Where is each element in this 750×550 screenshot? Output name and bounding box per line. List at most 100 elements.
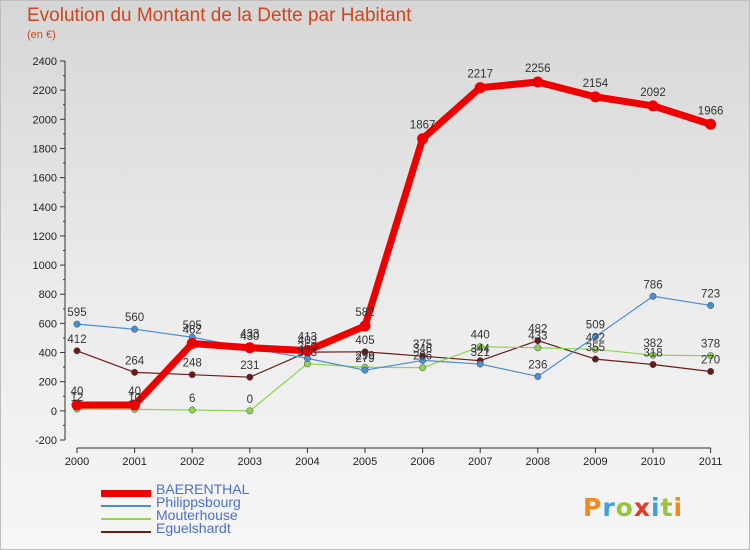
logo-letter: P [583, 493, 603, 522]
series-line-eguelshardt [76, 339, 712, 378]
data-label-mouterhouse: 0 [247, 394, 253, 406]
data-point-eguelshardt [73, 347, 81, 355]
data-point-baerenthal [705, 118, 717, 130]
y-tick-label: 2400 [33, 56, 57, 68]
x-tick-label: 2006 [410, 456, 434, 468]
x-tick-label: 2001 [122, 456, 146, 468]
data-point-baerenthal [417, 133, 429, 145]
y-tick-label: 200 [39, 377, 57, 389]
y-tick-label: 1000 [33, 260, 57, 272]
x-tick-label: 2004 [295, 456, 319, 468]
data-point-baerenthal [186, 338, 198, 350]
logo-letter: r [602, 493, 616, 522]
proxiti-logo: Proxiti [583, 493, 683, 522]
data-point-eguelshardt [707, 368, 715, 375]
data-label-eguelshardt: 482 [528, 324, 547, 336]
x-tick-label: 2010 [641, 456, 665, 468]
data-label-mouterhouse: 422 [586, 332, 605, 344]
y-tick-label: 400 [39, 348, 57, 360]
data-point-baerenthal [71, 399, 83, 411]
data-label-mouterhouse: 433 [528, 331, 547, 343]
data-label-baerenthal: 462 [183, 325, 202, 337]
data-label-philippsbourg: 279 [355, 353, 374, 365]
logo-letter: i [651, 493, 661, 522]
logo-letter: t [660, 493, 674, 522]
data-point-philippsbourg [361, 366, 369, 374]
data-point-eguelshardt [361, 348, 369, 356]
data-label-baerenthal: 433 [240, 329, 259, 341]
data-point-baerenthal [589, 91, 601, 103]
data-point-philippsbourg [534, 372, 542, 380]
data-label-philippsbourg: 723 [701, 288, 720, 300]
data-point-philippsbourg [131, 325, 139, 333]
x-tick-label: 2005 [353, 456, 377, 468]
data-point-baerenthal [129, 399, 141, 411]
legend-swatch [101, 505, 151, 507]
data-point-philippsbourg [707, 302, 715, 309]
x-tick-label: 2000 [65, 456, 89, 468]
data-point-eguelshardt [534, 337, 542, 345]
data-label-baerenthal: 40 [71, 386, 84, 398]
data-label-eguelshardt: 248 [183, 358, 202, 370]
y-tick-label: 0 [51, 406, 57, 418]
data-label-baerenthal: 582 [355, 307, 374, 319]
data-label-mouterhouse: 378 [701, 339, 720, 351]
data-label-mouterhouse: 296 [413, 351, 432, 363]
data-label-philippsbourg: 595 [67, 307, 86, 319]
logo-letter: o [615, 493, 634, 522]
data-point-philippsbourg [73, 320, 81, 328]
data-point-baerenthal [301, 345, 313, 357]
series-line-baerenthal [73, 78, 715, 409]
data-label-eguelshardt: 405 [355, 335, 374, 347]
data-label-philippsbourg: 360 [298, 341, 317, 353]
legend-label: Mouterhouse [156, 507, 238, 523]
data-label-philippsbourg: 321 [471, 347, 490, 359]
data-point-mouterhouse [246, 407, 254, 415]
y-tick-label: 2200 [33, 85, 57, 97]
data-label-philippsbourg: 236 [528, 359, 547, 371]
data-label-eguelshardt: 318 [643, 347, 662, 359]
y-tick-label: 600 [39, 318, 57, 330]
data-label-baerenthal: 2154 [583, 78, 609, 90]
legend-swatch [101, 518, 151, 520]
data-label-baerenthal: 413 [298, 332, 317, 344]
data-point-mouterhouse [649, 351, 657, 359]
data-label-mouterhouse: 12 [71, 392, 84, 404]
x-tick-label: 2009 [583, 456, 607, 468]
legend-label: Philippsbourg [156, 494, 241, 510]
data-label-baerenthal: 2092 [640, 87, 666, 99]
y-tick-label: 2000 [33, 114, 57, 126]
data-label-baerenthal: 2256 [525, 63, 551, 75]
data-point-baerenthal [647, 100, 659, 112]
data-labels: 412 264 248 231 403 405 375 344 482 355 318 270 12 10… [67, 63, 723, 406]
legend-label: BAERENTHAL [156, 481, 250, 497]
data-label-philippsbourg: 786 [643, 279, 662, 291]
axes: -200020040060080010001200140016001800200… [33, 56, 723, 468]
chart-title: Evolution du Montant de la Dette par Hab… [27, 5, 412, 26]
series-lines [73, 78, 715, 412]
data-point-philippsbourg [649, 292, 657, 300]
y-tick-label: 1800 [33, 143, 57, 155]
y-tick-label: 1200 [33, 231, 57, 243]
data-label-eguelshardt: 344 [471, 344, 491, 356]
legend-swatch [101, 489, 151, 497]
data-point-eguelshardt [131, 368, 139, 376]
chart-subtitle: (en €) [27, 29, 56, 41]
data-label-baerenthal: 1867 [410, 120, 436, 132]
x-tick-label: 2011 [699, 456, 723, 468]
data-label-eguelshardt: 231 [240, 360, 259, 372]
data-label-mouterhouse: 440 [471, 330, 490, 342]
data-label-philippsbourg: 509 [586, 320, 605, 332]
data-point-mouterhouse [591, 345, 599, 353]
data-label-eguelshardt: 375 [413, 339, 432, 351]
data-point-mouterhouse [707, 352, 715, 360]
series-line-philippsbourg [76, 295, 712, 378]
legend-swatch [101, 531, 151, 533]
legend-label: Eguelshardt [156, 520, 231, 536]
data-label-philippsbourg: 505 [183, 320, 202, 332]
series-line-mouterhouse [76, 346, 712, 412]
data-label-mouterhouse: 6 [189, 393, 195, 405]
y-tick-label: -200 [35, 435, 57, 447]
